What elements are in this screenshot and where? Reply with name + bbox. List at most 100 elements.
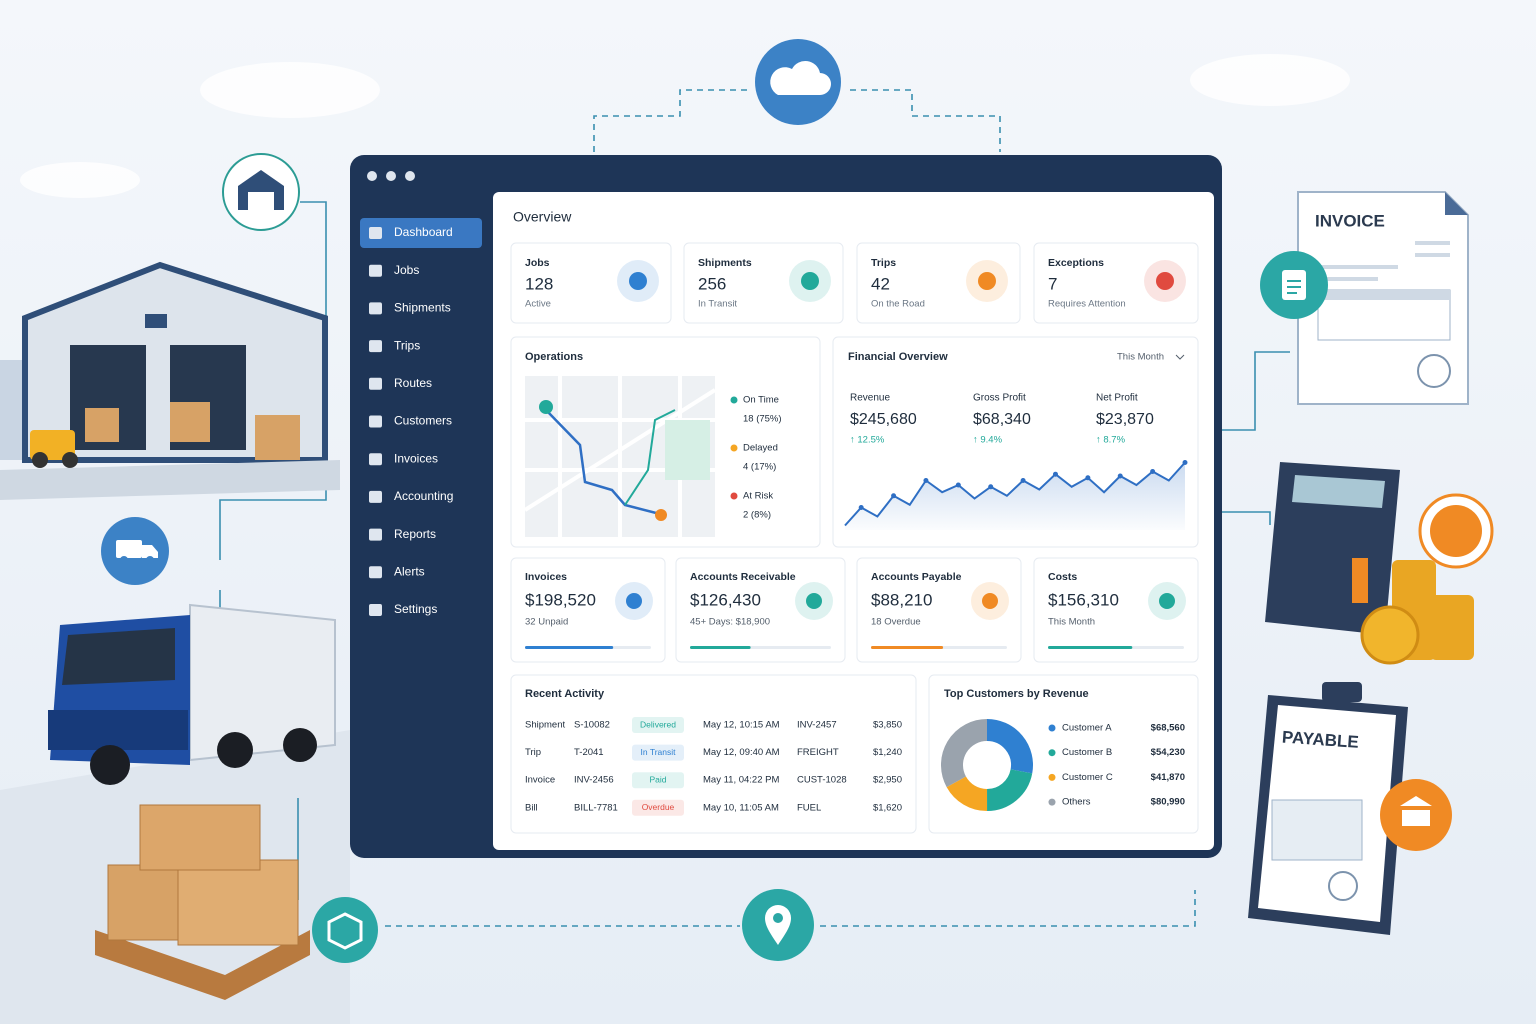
legend-name: Customer A: [1062, 723, 1112, 734]
truck-icon: [101, 517, 169, 585]
activity-cell: $2,950: [873, 775, 902, 786]
progress-fill: [1048, 646, 1133, 649]
cloud-icon: [755, 39, 841, 125]
card-label: Invoices: [525, 571, 567, 583]
activity-cell: May 11, 04:22 PM: [703, 775, 779, 786]
warehouse: [0, 261, 340, 500]
legend-name: Others: [1062, 797, 1091, 808]
kpi-icon: [978, 272, 996, 290]
activity-cell: FUEL: [797, 802, 821, 813]
activity-cell: $1,620: [873, 802, 902, 813]
calculator: [1265, 462, 1400, 635]
activity-cell: INV-2457: [797, 720, 837, 731]
metric-value: $23,870: [1096, 411, 1154, 428]
card-icon: [806, 593, 822, 609]
sidebar: Dashboard Jobs Shipments Trips Routes Custome…: [360, 218, 482, 616]
card-value: $88,210: [871, 590, 932, 609]
truck: [48, 603, 336, 785]
status-text: Delivered: [640, 719, 676, 729]
nav-item[interactable]: Settings: [394, 602, 437, 616]
card-value: $156,310: [1048, 590, 1119, 609]
nav-item[interactable]: Customers: [394, 414, 452, 428]
nav-item[interactable]: Invoices: [394, 451, 438, 465]
pin-icon: [742, 889, 814, 961]
status-text: In Transit: [641, 747, 677, 757]
legend-name: On Time: [743, 395, 779, 406]
activity-cell: $1,240: [873, 747, 902, 758]
box-icon: [312, 897, 378, 963]
card-icon: [626, 593, 642, 609]
map-street: [523, 388, 717, 512]
card: [856, 242, 1021, 324]
activity-cell: Invoice: [525, 775, 555, 786]
donut-segment: [986, 768, 1033, 811]
document-icon: [1260, 251, 1328, 319]
activity-cell: BILL-7781: [574, 802, 618, 813]
map-end: [655, 509, 667, 521]
map-route-alt: [624, 409, 676, 506]
card-note: 45+ Days: $18,900: [690, 617, 770, 628]
nav-item[interactable]: Trips: [394, 338, 420, 352]
status-text: Overdue: [642, 802, 675, 812]
legend-name: Customer C: [1062, 772, 1113, 783]
card-label: Accounts Payable: [871, 571, 962, 583]
panel-title: Top Customers by Revenue: [944, 688, 1089, 700]
nav-item[interactable]: Jobs: [394, 263, 419, 277]
nav-icon: [369, 453, 382, 466]
legend-value: $54,230: [1151, 747, 1185, 758]
trend-area: [845, 462, 1185, 530]
nav-icon: [369, 227, 382, 239]
trend-point: [955, 482, 961, 488]
nav-icon: [369, 264, 382, 277]
card-note: This Month: [1048, 617, 1095, 628]
legend-value: $41,870: [1151, 772, 1185, 783]
legend-detail: 2 (8%): [743, 510, 771, 521]
nav-icon: [369, 528, 382, 541]
dropdown-caret: [1175, 354, 1185, 360]
trend-point: [1020, 478, 1026, 483]
kpi-label: Shipments: [698, 257, 752, 269]
nav-item[interactable]: Shipments: [394, 301, 451, 315]
nav-item[interactable]: Accounting: [394, 489, 453, 503]
kpi-icon: [1156, 272, 1174, 290]
window-dots: [367, 171, 415, 181]
metric-label: Net Profit: [1096, 393, 1138, 404]
legend-detail: 18 (75%): [743, 414, 782, 425]
activity-cell: Shipment: [525, 720, 565, 731]
nav-item[interactable]: Reports: [394, 527, 436, 541]
activity-cell: May 12, 09:40 AM: [703, 747, 780, 758]
legend-name: At Risk: [743, 491, 773, 502]
kpi-note: Active: [525, 299, 551, 310]
activity-cell: T-2041: [574, 747, 604, 758]
legend-dot: [1048, 749, 1056, 757]
nav-item[interactable]: Dashboard: [394, 225, 453, 239]
panel-title: Financial Overview: [848, 351, 948, 363]
metric-value: $68,340: [973, 411, 1031, 428]
metric-change: ↑ 8.7%: [1096, 435, 1126, 446]
kpi-value: 128: [525, 274, 553, 293]
nav-item[interactable]: Alerts: [394, 564, 425, 578]
legend-dot: [1048, 773, 1056, 781]
legend-name: Customer B: [1062, 747, 1112, 758]
activity-cell: INV-2456: [574, 775, 614, 786]
trend-line: [844, 461, 1186, 527]
card: [510, 557, 666, 663]
activity-cell: FREIGHT: [797, 747, 839, 758]
activity-cell: CUST-1028: [797, 775, 847, 786]
legend-dot: [730, 444, 738, 452]
period-select: This Month: [1117, 352, 1164, 363]
metric-change: ↑ 9.4%: [973, 435, 1003, 446]
invoice-document: [1297, 191, 1469, 405]
nav-icon: [369, 302, 382, 315]
kpi-value: 256: [698, 274, 726, 293]
progress-fill: [525, 646, 614, 649]
card-label: Costs: [1048, 571, 1077, 583]
nav-item[interactable]: Routes: [394, 376, 432, 390]
legend-dot: [730, 396, 738, 404]
invoice-title: INVOICE: [1315, 211, 1385, 230]
status-text: Paid: [649, 774, 666, 784]
legend-name: Delayed: [743, 443, 778, 454]
trend-point: [923, 478, 929, 483]
status-badge: [632, 799, 684, 816]
trend-point: [1182, 460, 1188, 465]
